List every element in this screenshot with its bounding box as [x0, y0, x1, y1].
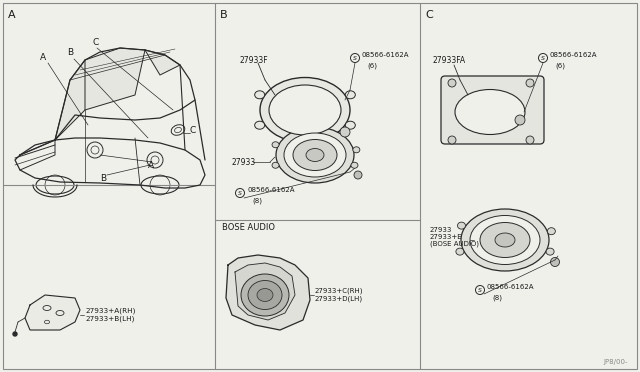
Ellipse shape	[456, 248, 464, 255]
Text: 27933F: 27933F	[240, 55, 269, 64]
Ellipse shape	[260, 77, 350, 142]
Text: S: S	[238, 190, 242, 196]
Text: S: S	[353, 55, 357, 61]
Ellipse shape	[455, 90, 525, 135]
Text: 08566-6162A: 08566-6162A	[362, 52, 410, 58]
Ellipse shape	[293, 140, 337, 170]
Circle shape	[340, 127, 350, 137]
Text: 27933
27933+E
(BOSE AUDIO): 27933 27933+E (BOSE AUDIO)	[430, 227, 479, 247]
Polygon shape	[25, 295, 80, 330]
Text: 27933: 27933	[232, 157, 256, 167]
Ellipse shape	[470, 215, 540, 264]
Circle shape	[550, 257, 559, 266]
Text: 27933+C(RH)
27933+D(LH): 27933+C(RH) 27933+D(LH)	[315, 288, 364, 302]
Circle shape	[526, 79, 534, 87]
Circle shape	[448, 79, 456, 87]
Text: A: A	[40, 52, 46, 61]
Text: (6): (6)	[367, 63, 377, 69]
Text: BOSE AUDIO: BOSE AUDIO	[222, 222, 275, 231]
Circle shape	[448, 136, 456, 144]
Polygon shape	[55, 60, 85, 140]
Text: (8): (8)	[252, 198, 262, 204]
Circle shape	[354, 171, 362, 179]
Text: JP8/00-: JP8/00-	[604, 359, 628, 365]
Text: C: C	[425, 10, 433, 20]
Ellipse shape	[458, 222, 465, 229]
Circle shape	[526, 136, 534, 144]
Text: 08566-6162A: 08566-6162A	[247, 187, 294, 193]
Text: 27933FA: 27933FA	[433, 55, 466, 64]
Text: (6): (6)	[555, 63, 565, 69]
Circle shape	[13, 332, 17, 336]
Circle shape	[515, 115, 525, 125]
Ellipse shape	[272, 162, 279, 168]
Text: B: B	[67, 48, 73, 57]
Polygon shape	[226, 255, 310, 330]
Ellipse shape	[353, 147, 360, 153]
Polygon shape	[145, 50, 180, 75]
Ellipse shape	[248, 280, 282, 310]
Text: 08566-6162A: 08566-6162A	[550, 52, 598, 58]
Ellipse shape	[276, 127, 354, 183]
Polygon shape	[85, 48, 145, 110]
Text: B: B	[100, 173, 106, 183]
Text: C: C	[92, 38, 99, 46]
Ellipse shape	[351, 162, 358, 168]
Text: 27933+A(RH)
27933+B(LH): 27933+A(RH) 27933+B(LH)	[85, 308, 136, 322]
Text: 08566-6162A: 08566-6162A	[487, 284, 534, 290]
Ellipse shape	[547, 228, 556, 235]
Ellipse shape	[495, 233, 515, 247]
Text: S: S	[478, 288, 482, 292]
Ellipse shape	[272, 142, 279, 148]
Text: A: A	[8, 10, 15, 20]
FancyBboxPatch shape	[441, 76, 544, 144]
Ellipse shape	[346, 91, 355, 99]
Text: (8): (8)	[492, 295, 502, 301]
Polygon shape	[235, 263, 295, 320]
Text: S: S	[541, 55, 545, 61]
Text: A: A	[148, 160, 154, 170]
Ellipse shape	[284, 133, 346, 177]
Ellipse shape	[306, 148, 324, 161]
Ellipse shape	[257, 289, 273, 301]
Text: B: B	[220, 10, 228, 20]
Ellipse shape	[461, 209, 549, 271]
Ellipse shape	[346, 121, 355, 129]
Ellipse shape	[269, 85, 341, 135]
Ellipse shape	[480, 222, 530, 257]
Ellipse shape	[255, 91, 265, 99]
Ellipse shape	[546, 248, 554, 255]
Text: C: C	[190, 125, 196, 135]
Ellipse shape	[255, 121, 265, 129]
Ellipse shape	[241, 274, 289, 316]
